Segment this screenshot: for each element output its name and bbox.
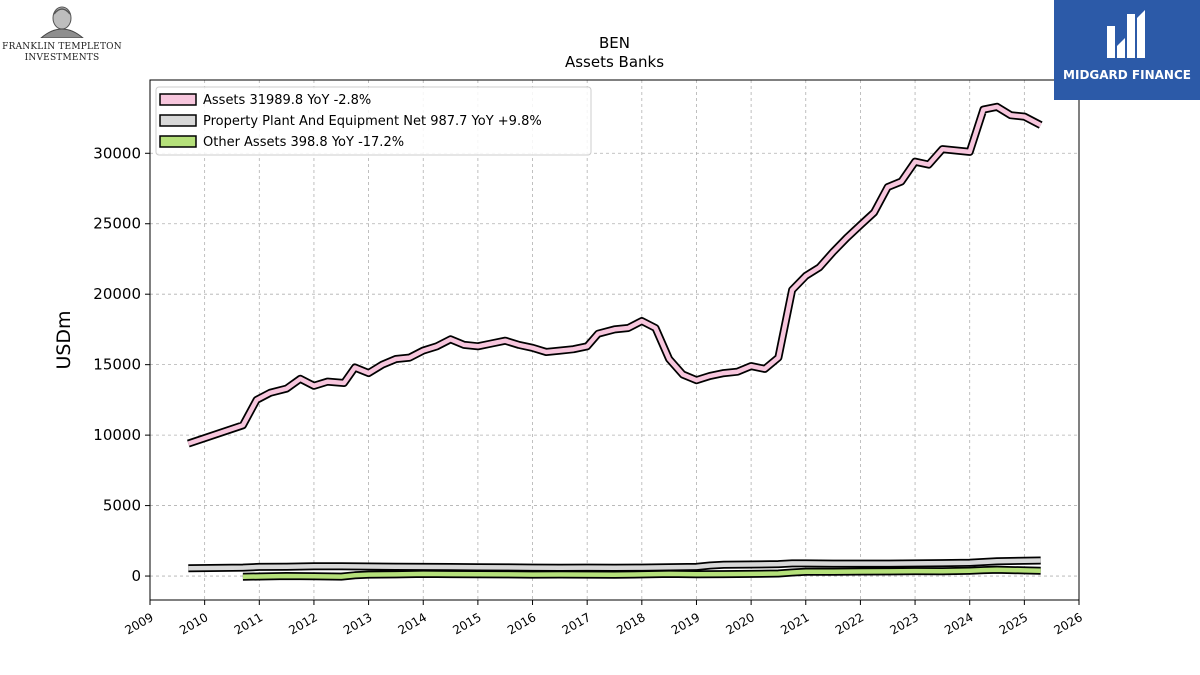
- x-tick-label: 2012: [286, 610, 319, 637]
- chart-title: BEN: [599, 34, 630, 52]
- y-axis-label: USDm: [53, 310, 75, 369]
- franklin-templeton-logo: FRANKLIN TEMPLETON INVESTMENTS: [0, 4, 124, 64]
- x-tick-label: 2024: [942, 610, 975, 637]
- x-tick-label: 2014: [396, 610, 429, 637]
- y-tick-label: 0: [131, 567, 141, 585]
- midgard-emblem-icon: [1107, 10, 1145, 58]
- y-tick-label: 30000: [93, 144, 141, 162]
- legend: Assets 31989.8 YoY -2.8% Property Plant …: [155, 86, 592, 156]
- franklin-templeton-subname: INVESTMENTS: [24, 53, 100, 63]
- legend-swatch-ppe: [159, 114, 197, 127]
- x-tick-label: 2022: [833, 610, 866, 637]
- series-property-plant-equipment-net: [188, 556, 1041, 573]
- x-tick-label: 2020: [724, 610, 757, 637]
- y-tick-label: 20000: [93, 285, 141, 303]
- series-line-other-assets: [242, 567, 1041, 579]
- y-tick-label: 5000: [103, 497, 141, 515]
- series-line-outline-assets: [187, 102, 1043, 448]
- franklin-templeton-name: FRANKLIN TEMPLETON: [2, 42, 122, 52]
- x-tick-label: 2017: [560, 610, 593, 637]
- midgard-finance-name: MIDGARD FINANCE: [1063, 68, 1191, 82]
- x-tick-label: 2019: [669, 610, 702, 637]
- series-assets: [187, 102, 1043, 448]
- x-tick-label: 2016: [505, 610, 538, 637]
- midgard-finance-logo: MIDGARD FINANCE: [1054, 0, 1200, 100]
- chart-subtitle: Assets Banks: [565, 53, 664, 71]
- y-tick-label: 15000: [93, 356, 141, 374]
- x-tick-label: 2015: [450, 610, 483, 637]
- legend-swatch-assets: [159, 93, 197, 106]
- plot-frame: [149, 79, 1080, 601]
- x-tick-label: 2010: [177, 610, 210, 637]
- x-tick-label: 2013: [341, 610, 374, 637]
- portrait-icon: [39, 6, 85, 39]
- x-tick-label: 2025: [997, 610, 1030, 637]
- series-line-assets: [187, 104, 1042, 446]
- x-tick-label: 2023: [888, 610, 921, 637]
- legend-swatch-other-assets: [159, 135, 197, 148]
- y-tick-label: 25000: [93, 215, 141, 233]
- y-tick-label: 10000: [93, 426, 141, 444]
- legend-label-other-assets: Other Assets 398.8 YoY -17.2%: [203, 135, 404, 150]
- series-line-property-plant-equipment-net: [188, 558, 1041, 571]
- legend-label-ppe: Property Plant And Equipment Net 987.7 Y…: [203, 114, 542, 129]
- series-other-assets: [242, 565, 1041, 581]
- x-tick-label: 2026: [1051, 610, 1084, 637]
- x-tick-label: 2018: [614, 610, 647, 637]
- x-tick-label: 2021: [778, 610, 811, 637]
- x-tick-label: 2011: [232, 610, 265, 637]
- x-tick-label: 2009: [122, 610, 155, 637]
- series-lines: [187, 102, 1043, 581]
- legend-label-assets: Assets 31989.8 YoY -2.8%: [203, 93, 371, 108]
- legend-frame: [155, 86, 592, 156]
